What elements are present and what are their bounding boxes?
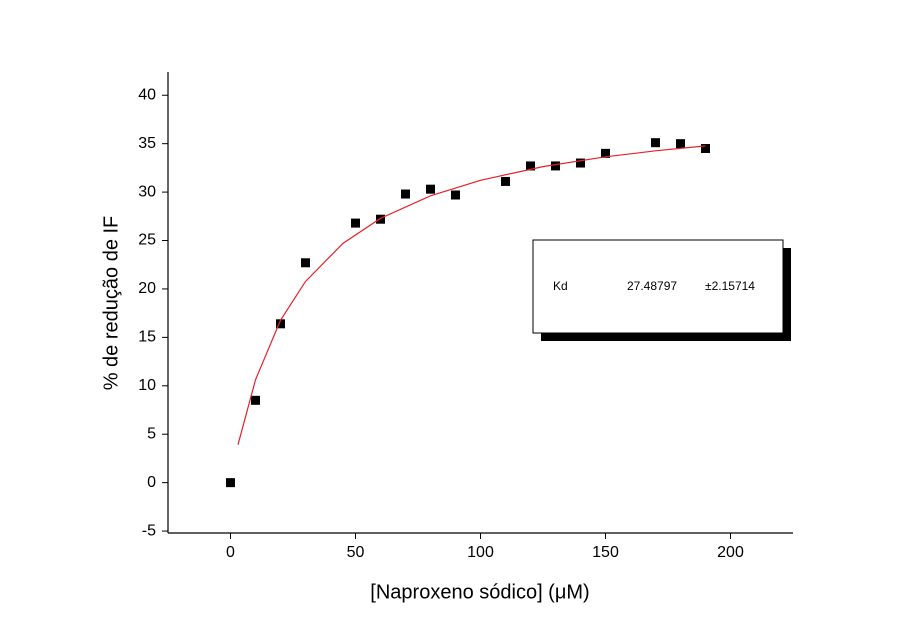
y-tick-label: 0 (147, 474, 156, 491)
y-tick-label: 15 (138, 329, 156, 346)
data-point (401, 189, 410, 199)
y-tick-label: 20 (138, 280, 156, 297)
data-point (676, 139, 685, 149)
data-point (351, 218, 360, 228)
data-point (701, 144, 710, 154)
data-point (576, 158, 585, 168)
x-tick-label: 150 (592, 544, 619, 561)
fit-table (532, 239, 784, 334)
y-tick-label: 5 (147, 425, 156, 442)
x-tick-label: 100 (467, 544, 494, 561)
y-tick-label: -5 (142, 522, 156, 539)
data-point (426, 184, 435, 194)
x-axis-title: [Naproxeno sódico] (μM) (370, 581, 589, 603)
data-point (451, 190, 460, 200)
data-point (551, 161, 560, 171)
data-point (601, 148, 610, 158)
data-point (251, 395, 260, 405)
data-point (276, 319, 285, 329)
x-tick-label: 50 (347, 544, 365, 561)
y-tick-label: 10 (138, 377, 156, 394)
y-tick-label: 40 (138, 86, 156, 103)
x-tick-label: 200 (717, 544, 744, 561)
y-tick-label: 35 (138, 135, 156, 152)
data-point (501, 176, 510, 186)
data-point (651, 138, 660, 148)
fit-curve (237, 145, 706, 445)
data-point (376, 214, 385, 224)
x-tick-label: 0 (226, 544, 235, 561)
data-point (226, 478, 235, 488)
data-point (526, 161, 535, 171)
y-axis-title: % de redução de IF (100, 216, 122, 391)
data-point (301, 258, 310, 268)
y-tick-label: 25 (138, 232, 156, 249)
y-tick-label: 30 (138, 183, 156, 200)
fit-error: ±2.15714 (705, 279, 755, 293)
fit-parameter: Kd (553, 279, 568, 293)
fit-value: 27.48797 (627, 279, 677, 293)
